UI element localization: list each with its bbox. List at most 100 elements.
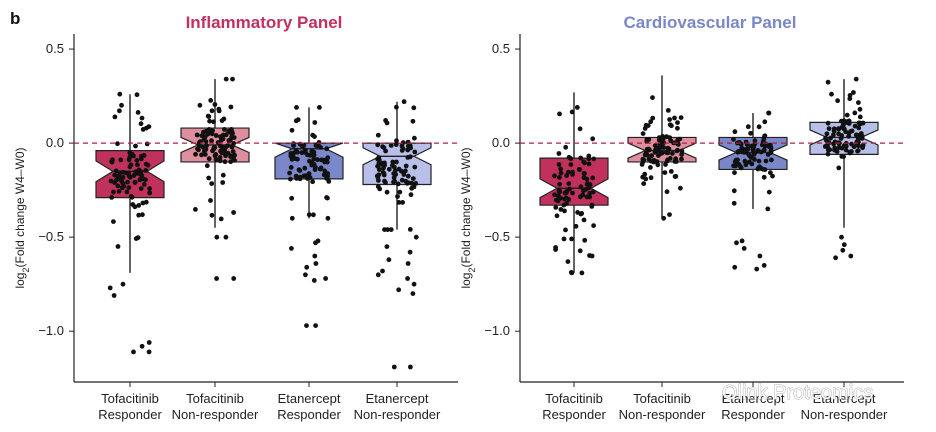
data-point [586,153,592,159]
data-point [297,168,303,174]
watermark-text: Olink Proteomics [722,382,873,404]
data-point [566,154,572,160]
data-point [134,169,140,174]
data-point [375,272,381,278]
data-point [209,108,215,114]
data-point [556,162,562,167]
data-point [856,100,861,105]
data-point [219,144,225,150]
data-point [388,143,394,148]
data-point [554,213,560,219]
data-point [132,180,138,185]
data-point [111,293,117,298]
x-tick-label-line1: Tofacitinib [101,391,159,406]
data-point [743,162,749,168]
data-point [294,176,299,181]
y-tick-label: −1.0 [38,323,64,338]
data-point [410,291,416,296]
data-point [139,115,145,121]
data-point [311,212,316,218]
data-point [305,175,311,181]
data-point [231,276,237,281]
x-tick-label-line2: Non-responder [354,407,441,422]
data-point [140,126,146,132]
data-point [114,177,119,183]
data-point [388,227,394,233]
data-point [118,157,124,163]
data-point [194,132,200,138]
data-point [384,120,390,126]
data-point [228,154,233,160]
data-point [848,253,854,259]
data-point [394,104,399,110]
data-point [217,158,223,164]
data-point [223,132,229,138]
data-point [853,76,859,82]
box-group [180,76,250,281]
data-point [295,149,300,155]
data-point [745,124,751,130]
data-point [737,149,742,155]
data-point [140,200,146,206]
data-point [656,146,662,151]
data-point [197,143,203,149]
data-point [741,246,747,251]
data-point [407,154,413,160]
data-point [111,219,116,225]
data-point [396,287,402,293]
data-point [856,143,861,149]
panel-cardiovascular: Cardiovascular Panel 0.5 0.0 −0.5 −1.0 log2(F… [459,13,904,422]
data-point [401,99,407,105]
data-point [828,135,833,141]
data-point [661,145,667,150]
data-point [558,207,564,212]
data-point [410,118,416,124]
data-point [206,156,212,162]
data-point [762,119,768,125]
data-point [577,126,583,132]
data-point [748,130,753,136]
data-point [228,159,234,165]
data-point [849,141,854,147]
data-point [825,151,831,157]
data-point [410,176,416,182]
data-point [324,159,330,165]
data-point [118,176,123,182]
data-point [304,264,310,270]
data-point [115,244,121,249]
data-point [639,162,645,167]
data-point [231,210,237,215]
data-point [384,244,390,250]
data-point [146,349,152,355]
data-point [295,117,301,123]
y-tick-label: 0.5 [492,41,510,56]
data-point [587,190,593,196]
data-point [375,156,380,162]
data-point [132,204,138,210]
data-point [143,161,149,167]
data-point [737,140,742,145]
data-point [582,237,588,243]
data-point [407,249,413,255]
data-point [841,242,847,248]
data-point [124,189,130,195]
data-point [220,180,226,185]
data-point [678,185,683,191]
data-point [395,181,401,187]
data-point [223,76,229,82]
data-point [836,126,841,132]
data-point [648,175,654,181]
data-point [306,212,312,218]
data-point [311,162,317,167]
x-tick-label-line1: Tofacitinib [633,391,691,406]
data-point [112,172,118,178]
data-point [138,121,144,127]
data-point [857,106,863,112]
data-point [843,147,849,153]
data-point [312,134,317,140]
data-point [831,128,837,134]
data-point [218,148,224,154]
data-point [674,159,679,164]
data-point [675,125,680,131]
data-point [230,76,235,82]
